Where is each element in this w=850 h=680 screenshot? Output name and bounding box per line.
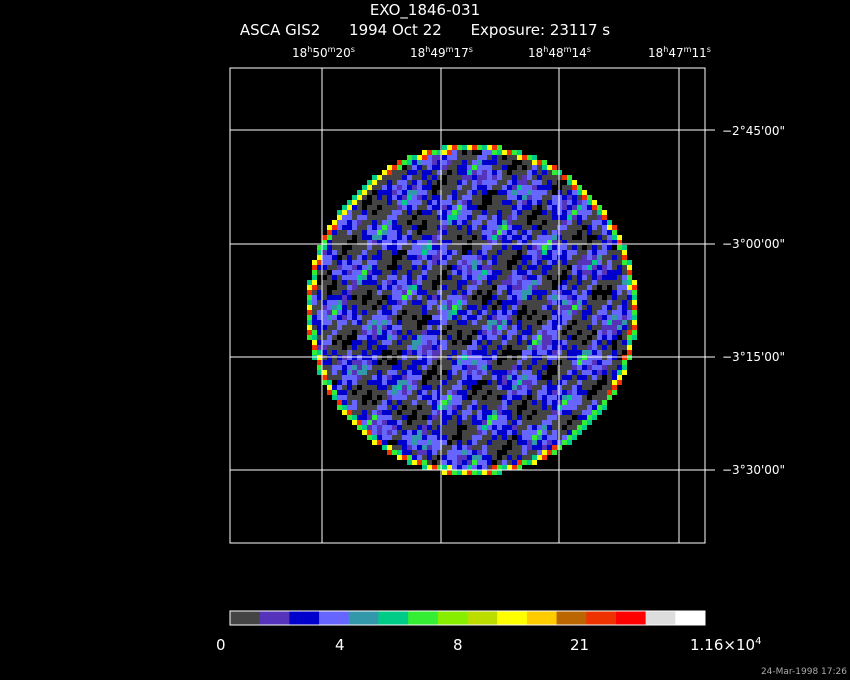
colorbar-swatch-4: [319, 611, 350, 625]
exposure-label: Exposure: 23117 s: [470, 21, 611, 39]
colorbar-frame: [229, 610, 706, 626]
colorbar-swatch-15: [645, 611, 676, 625]
colorbar-label-0: 0: [216, 636, 226, 654]
colorbar-label-8: 8: [453, 636, 463, 654]
colorbar-swatch-16: [675, 611, 706, 625]
instrument-label: ASCA GIS2: [239, 21, 321, 39]
colorbar-swatch-10: [497, 611, 528, 625]
colorbar-swatch-8: [437, 611, 468, 625]
colorbar-swatch-14: [615, 611, 647, 625]
dec-label-3: −3°15'00": [722, 350, 786, 364]
colorbar-swatch-3: [289, 611, 320, 625]
xray-pixel-map: [307, 145, 637, 475]
colorbar: [229, 610, 706, 626]
colorbar-swatch-9: [467, 611, 498, 625]
timestamp: 24-Mar-1998 17:26: [760, 667, 847, 677]
dec-label-4: −3°30'00": [722, 463, 786, 477]
coordinate-grid: [230, 68, 715, 543]
dec-label-1: −2°45'00": [722, 124, 786, 138]
colorbar-swatch-13: [586, 611, 617, 625]
colorbar-label-21: 21: [570, 636, 590, 654]
colorbar-swatch-6: [378, 611, 409, 625]
date-label: 1994 Oct 22: [349, 21, 442, 39]
colorbar-swatch-1: [230, 611, 261, 625]
colorbar-label-max: 1.16×104: [690, 636, 762, 654]
colorbar-swatch-5: [348, 611, 379, 625]
observation-subtitle: ASCA GIS2 1994 Oct 22 Exposure: 23117 s: [0, 21, 850, 39]
plot-frame: [229, 67, 706, 544]
ra-label-4: 18h47m11s: [648, 45, 711, 60]
ra-label-2: 18h49m17s: [410, 45, 473, 60]
colorbar-swatch-2: [259, 611, 290, 625]
colorbar-swatch-11: [526, 611, 558, 625]
colorbar-swatch-12: [556, 611, 587, 625]
object-title: EXO_1846-031: [369, 1, 481, 19]
ra-label-1: 18h50m20s: [292, 45, 355, 60]
ra-label-3: 18h48m14s: [528, 45, 591, 60]
dec-label-2: −3°00'00": [722, 237, 786, 251]
colorbar-swatch-7: [408, 611, 439, 625]
colorbar-label-4: 4: [335, 636, 345, 654]
